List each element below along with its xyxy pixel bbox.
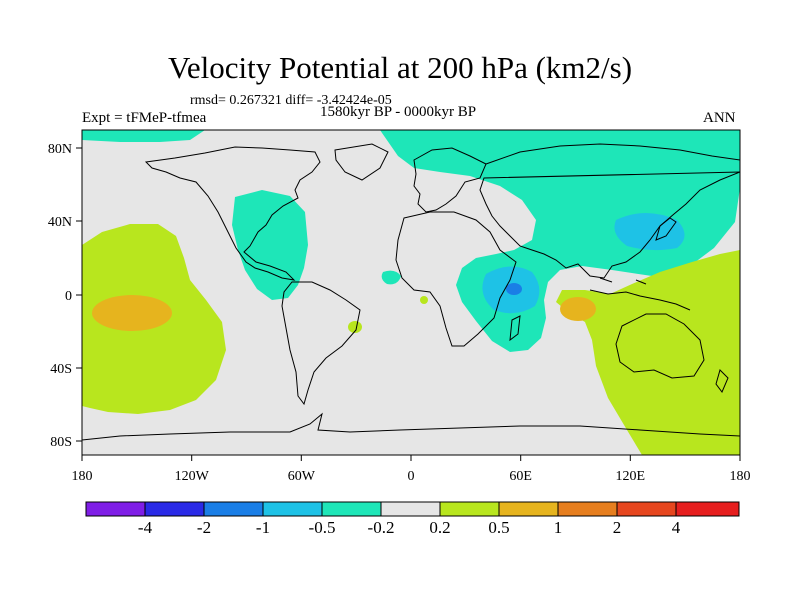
colorbar-box — [675, 501, 740, 517]
colorbar-label: 4 — [672, 518, 681, 537]
coastlines — [82, 143, 740, 441]
teal-region-north-asia — [380, 130, 740, 352]
colorbar-label: 2 — [613, 518, 622, 537]
experiment-label: Expt = tFMeP-tfmea — [82, 110, 207, 126]
coast-south-america — [281, 281, 361, 406]
colorbar-labels: -4 -2 -1 -0.5 -0.2 0.2 0.5 1 2 4 — [138, 518, 681, 537]
coast-europe — [413, 147, 487, 213]
lat-label: 80N — [48, 142, 72, 157]
colorbar-box — [203, 501, 264, 517]
lon-label: 60E — [509, 469, 532, 484]
colorbar-box — [321, 501, 382, 517]
lon-label: 0 — [408, 469, 415, 484]
colorbar-label: 0.2 — [429, 518, 450, 537]
coast-africa — [395, 211, 517, 347]
green-spot-atlantic-2 — [420, 296, 428, 304]
teal-region-north-pacific — [82, 130, 205, 142]
lat-label: 40N — [48, 215, 72, 230]
colorbar — [85, 501, 740, 517]
green-spot-atlantic-1 — [348, 321, 362, 333]
plot-title: Velocity Potential at 200 hPa (km2/s) — [167, 50, 633, 85]
season-label: ANN — [703, 110, 736, 126]
lon-label: 180 — [72, 469, 93, 484]
colorbar-box — [262, 501, 323, 517]
colorbar-label: -1 — [256, 518, 270, 537]
lon-label: 180 — [730, 469, 751, 484]
colorbar-label: 1 — [554, 518, 563, 537]
coast-australia — [615, 313, 705, 379]
coast-madagascar — [509, 315, 521, 342]
colorbar-box — [439, 501, 500, 517]
blue-core-east-africa — [506, 283, 522, 295]
colorbar-box — [498, 501, 559, 517]
axis-ticks — [76, 147, 741, 461]
field-layer — [82, 130, 740, 455]
colorbar-box — [616, 501, 677, 517]
colorbar-label: 0.5 — [488, 518, 509, 537]
teal-region-west-africa — [381, 270, 401, 285]
lat-label: 80S — [50, 435, 72, 450]
coast-japan — [655, 217, 677, 241]
lat-label: 0 — [65, 289, 72, 304]
coast-antarctica — [82, 412, 740, 441]
coast-maritime-continent — [589, 277, 691, 311]
lon-label: 60W — [288, 469, 316, 484]
coast-new-zealand — [715, 369, 729, 393]
lon-label: 120W — [175, 469, 210, 484]
lat-label: 40S — [50, 362, 72, 377]
colorbar-label: -0.5 — [309, 518, 336, 537]
colorbar-label: -4 — [138, 518, 153, 537]
cyan-region-east-asia — [614, 213, 685, 251]
stats-text: rmsd= 0.267321 diff= -3.42424e-05 — [190, 93, 392, 108]
lon-label: 120E — [616, 469, 646, 484]
colorbar-label: -0.2 — [368, 518, 395, 537]
coast-asia — [479, 143, 740, 279]
green-region-indo-pacific — [556, 250, 740, 455]
orange-core-indian-ocean — [560, 297, 596, 321]
coast-north-america — [144, 146, 321, 281]
lon-labels: 180 120W 60W 0 60E 120E 180 — [72, 469, 751, 484]
colorbar-box — [557, 501, 618, 517]
colorbar-box — [85, 501, 146, 517]
coast-greenland — [334, 143, 389, 181]
orange-core-central-pacific — [92, 295, 172, 331]
colorbar-label: -2 — [197, 518, 211, 537]
colorbar-box — [144, 501, 205, 517]
colorbar-box — [380, 501, 441, 517]
teal-region-north-atlantic — [232, 190, 308, 300]
lat-labels: 80N 40N 0 40S 80S — [48, 142, 72, 450]
period-label: 1580kyr BP - 0000kyr BP — [320, 104, 477, 120]
